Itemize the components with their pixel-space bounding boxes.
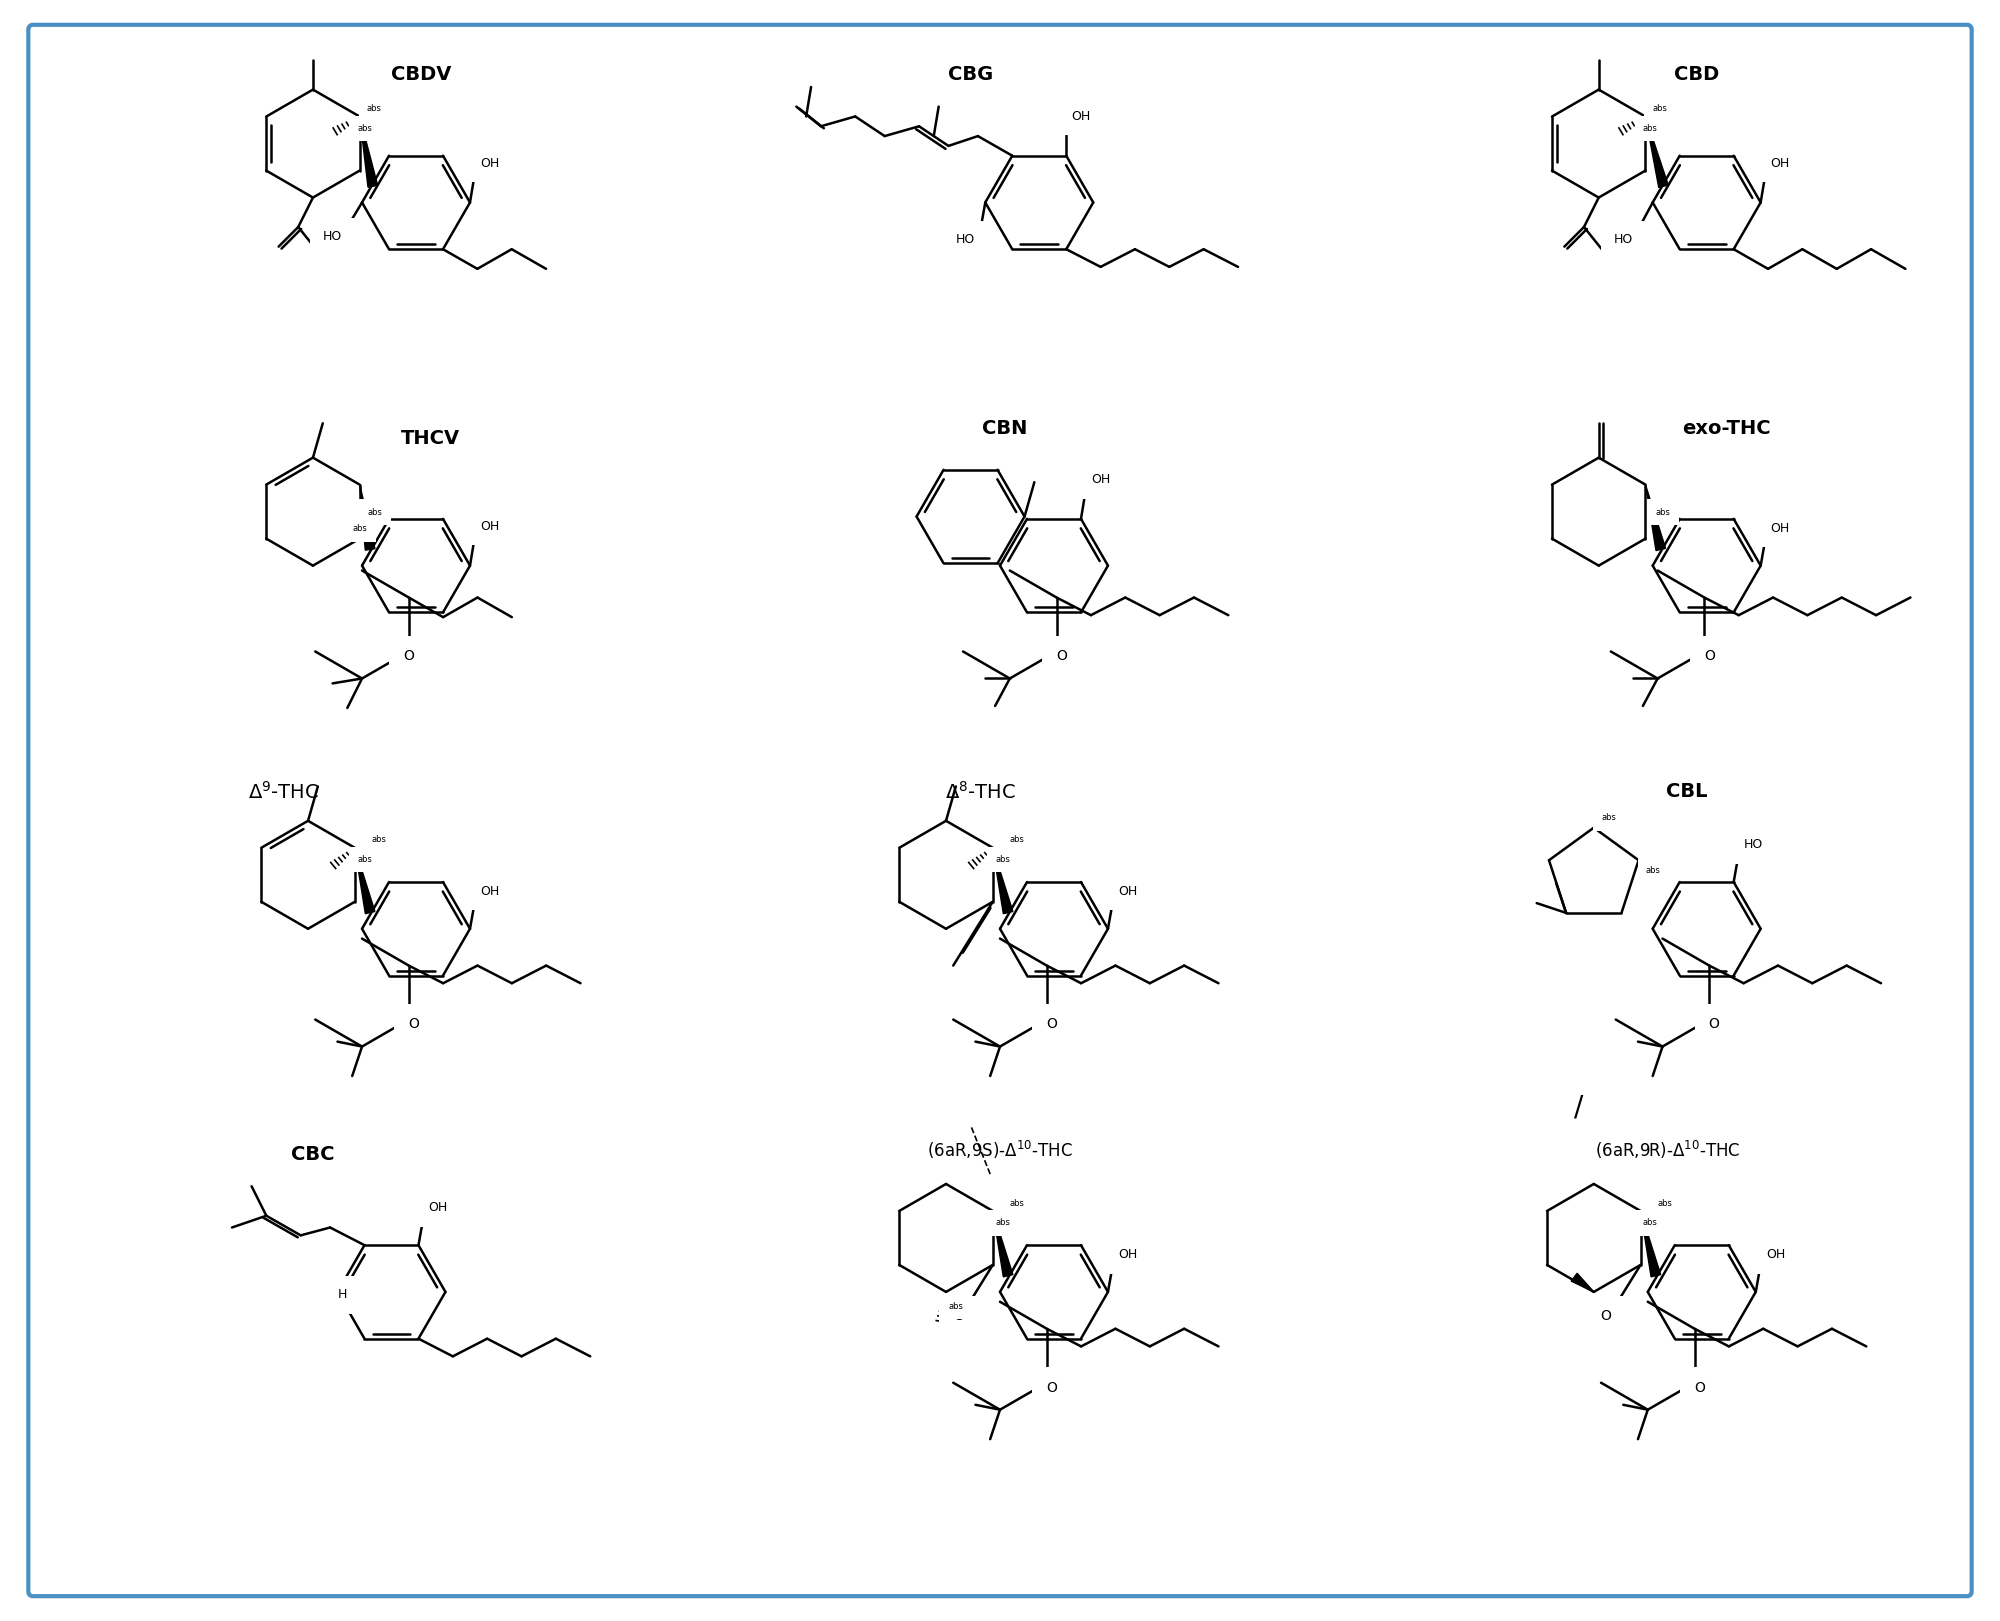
Text: OH: OH [480,520,500,533]
Text: CBD: CBD [1674,65,1720,84]
Text: abs: abs [1010,1198,1024,1208]
Text: OH: OH [1118,1248,1138,1261]
Polygon shape [354,848,374,914]
Polygon shape [992,1211,1012,1277]
Text: OH: OH [1118,885,1138,898]
Text: /: / [1574,1093,1584,1122]
Text: abs: abs [948,1302,964,1311]
Text: HO: HO [322,230,342,243]
Text: OH: OH [480,885,500,898]
Text: abs: abs [1602,814,1616,822]
Text: O: O [1694,1381,1704,1394]
Polygon shape [1640,1211,1660,1277]
Text: HO: HO [1614,233,1632,246]
Text: O: O [1708,1018,1720,1031]
Text: abs: abs [1652,104,1668,113]
Text: O: O [408,1018,420,1031]
Text: CBDV: CBDV [390,65,452,84]
Polygon shape [1572,1272,1594,1292]
Text: exo-THC: exo-THC [1682,418,1770,438]
Text: O: O [1046,1018,1058,1031]
Text: OH: OH [1770,522,1790,535]
Text: O: O [1046,1381,1058,1394]
Text: O: O [952,1310,964,1323]
Text: H: H [338,1289,348,1302]
Text: abs: abs [996,1219,1010,1227]
Text: O: O [1600,1310,1612,1323]
Text: abs: abs [1646,866,1660,875]
Text: abs: abs [358,854,372,864]
Text: CBN: CBN [982,418,1028,438]
Text: O: O [1704,650,1714,663]
Text: CBL: CBL [1666,781,1708,801]
Text: abs: abs [352,524,368,533]
Text: OH: OH [1766,1248,1786,1261]
Text: O: O [404,650,414,663]
Text: abs: abs [1656,507,1670,517]
Text: abs: abs [358,123,372,133]
Text: (6aR,9S)-$\Delta^{10}$-THC: (6aR,9S)-$\Delta^{10}$-THC [928,1138,1072,1161]
Text: $\Delta^9$-THC: $\Delta^9$-THC [248,780,318,802]
Text: abs: abs [1010,835,1024,845]
Text: (6aR,9R)-$\Delta^{10}$-THC: (6aR,9R)-$\Delta^{10}$-THC [1594,1138,1740,1161]
Text: THCV: THCV [402,428,460,447]
Text: abs: abs [366,104,382,113]
Text: abs: abs [1642,123,1658,133]
Text: OH: OH [1072,110,1090,123]
Text: HO: HO [956,233,976,246]
Text: abs: abs [372,835,386,845]
Polygon shape [360,485,374,550]
Text: $\Delta^8$-THC: $\Delta^8$-THC [944,780,1016,802]
Text: OH: OH [428,1201,448,1214]
Polygon shape [1646,117,1668,188]
Text: OH: OH [480,157,500,170]
Text: abs: abs [1642,1219,1658,1227]
Text: abs: abs [1658,1198,1672,1208]
Text: CBC: CBC [292,1144,334,1164]
FancyBboxPatch shape [28,24,1972,1597]
Polygon shape [992,848,1012,914]
Text: O: O [1056,650,1066,663]
Text: abs: abs [996,854,1010,864]
Polygon shape [360,117,378,186]
Text: abs: abs [368,507,382,517]
Text: HO: HO [1744,838,1762,851]
Text: OH: OH [1770,157,1790,170]
Polygon shape [1646,485,1666,551]
Text: OH: OH [1090,473,1110,486]
Text: CBG: CBG [948,65,994,84]
